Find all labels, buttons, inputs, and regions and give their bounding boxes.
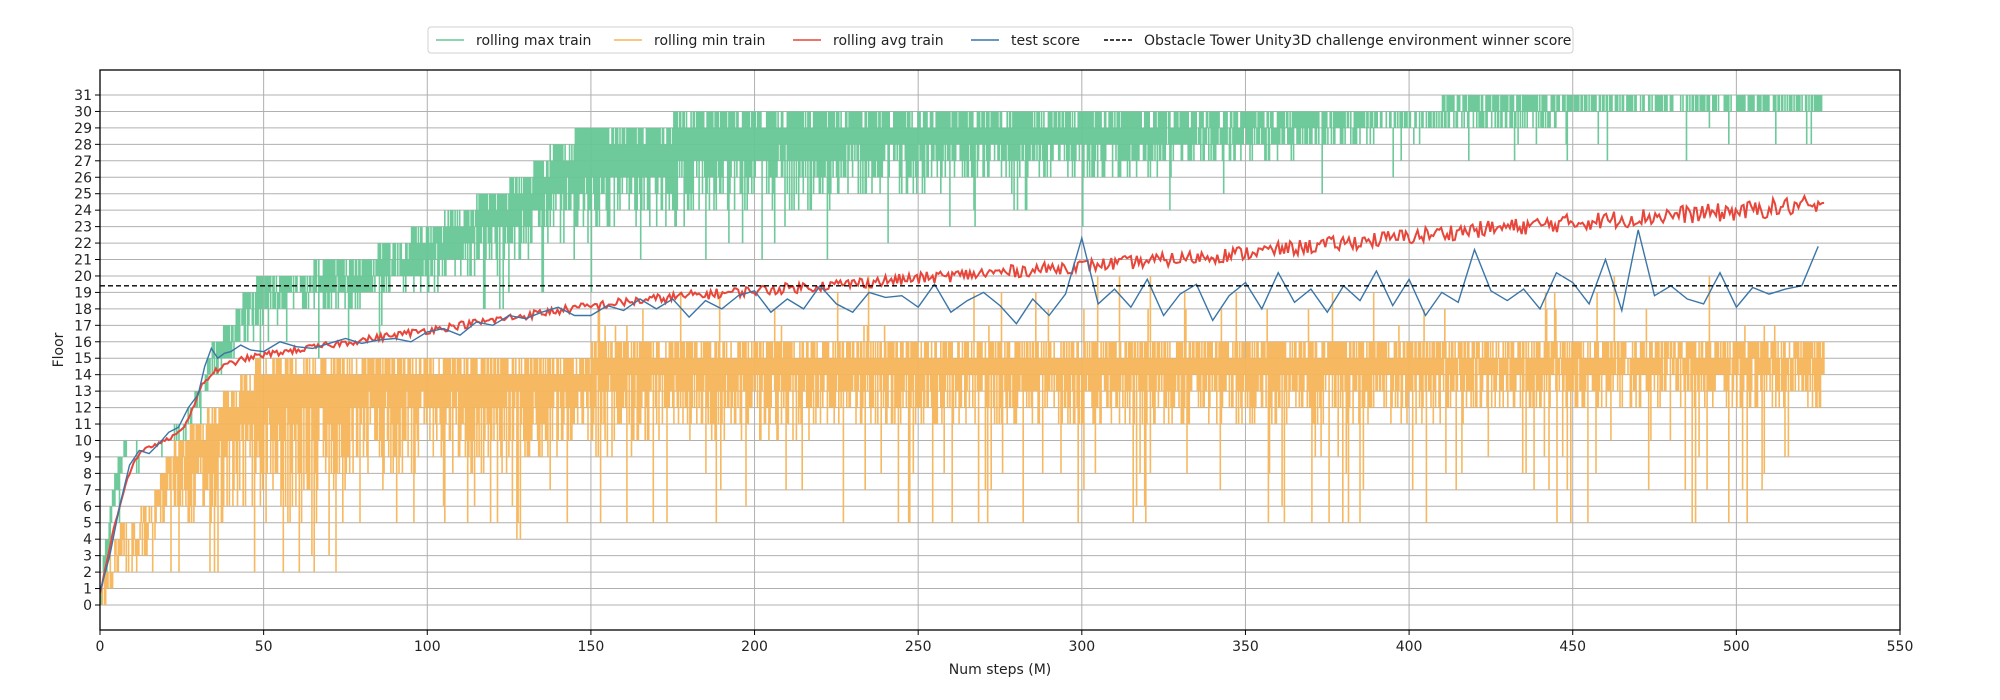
plot-frame [99, 69, 1901, 631]
y-tick-label: 3 [83, 549, 92, 565]
y-tick-label: 7 [83, 483, 92, 499]
series-rolling-avg-train [100, 193, 1825, 594]
x-axis-title: Num steps (M) [949, 662, 1051, 678]
y-tick-label: 0 [83, 598, 92, 614]
y-tick-label: 19 [74, 285, 92, 301]
legend-item: rolling avg train [793, 33, 944, 49]
y-tick-label: 11 [74, 417, 92, 433]
legend: rolling max train rolling min train rollin… [427, 26, 1574, 54]
legend-label: Obstacle Tower Unity3D challenge environ… [1144, 33, 1571, 49]
legend-label: rolling avg train [833, 33, 944, 49]
band-mark [101, 276, 1825, 605]
y-tick-label: 25 [74, 187, 92, 203]
y-tick-label: 12 [74, 401, 92, 417]
y-tick-label: 6 [83, 499, 92, 515]
y-tick-label: 5 [83, 516, 92, 532]
x-tick-label: 400 [1396, 639, 1423, 655]
y-tick-label: 31 [74, 88, 92, 104]
y-tick-label: 24 [74, 203, 92, 219]
y-tick-label: 23 [74, 220, 92, 236]
series-rolling-max-train [100, 95, 1823, 605]
y-tick-label: 30 [74, 104, 92, 120]
y-tick-label: 1 [83, 582, 92, 598]
y-tick-label: 15 [74, 351, 92, 367]
y-tick-label: 27 [74, 154, 92, 170]
y-tick-label: 2 [83, 565, 92, 581]
x-tick-label: 250 [905, 639, 932, 655]
x-tick-label: 50 [255, 639, 273, 655]
y-tick-label: 22 [74, 236, 92, 252]
x-tick-label: 550 [1887, 639, 1914, 655]
y-tick-label: 21 [74, 253, 92, 269]
x-tick-label: 350 [1232, 639, 1259, 655]
legend-label: rolling min train [654, 33, 765, 49]
y-tick-label: 9 [83, 450, 92, 466]
y-tick-label: 10 [74, 433, 92, 449]
y-tick-label: 18 [74, 302, 92, 318]
series-layer [100, 95, 1900, 605]
x-tick-label: 150 [578, 639, 605, 655]
legend-label: rolling max train [476, 33, 591, 49]
x-tick-label: 100 [414, 639, 441, 655]
y-tick-label: 17 [74, 318, 92, 334]
y-tick-label: 4 [83, 532, 92, 548]
legend-item: test score [971, 33, 1080, 49]
y-tick-label: 13 [74, 384, 92, 400]
x-tick-label: 450 [1559, 639, 1586, 655]
x-axis: 0 50 100 150 200 250 300 350 400 450 500 550 [96, 630, 1914, 655]
series-test-score [100, 229, 1819, 592]
x-tick-label: 500 [1723, 639, 1750, 655]
y-tick-label: 8 [83, 466, 92, 482]
y-tick-label: 16 [74, 335, 92, 351]
x-tick-label: 300 [1068, 639, 1095, 655]
y-tick-label: 28 [74, 137, 92, 153]
legend-item: rolling min train [614, 33, 765, 49]
y-tick-label: 20 [74, 269, 92, 285]
y-axis-title: Floor [51, 332, 67, 367]
legend-label: test score [1011, 33, 1080, 49]
y-axis: 0123456789101112131415161718192021222324… [74, 88, 100, 614]
legend-item: rolling max train [436, 33, 591, 49]
x-tick-label: 200 [741, 639, 768, 655]
line-mark [100, 193, 1825, 594]
y-tick-label: 26 [74, 170, 92, 186]
y-tick-label: 14 [74, 368, 92, 384]
x-tick-label: 0 [96, 639, 105, 655]
series-rolling-min-train [101, 276, 1825, 605]
legend-box [427, 26, 1574, 54]
y-tick-label: 29 [74, 121, 92, 137]
legend-item: Obstacle Tower Unity3D challenge environ… [1104, 33, 1571, 49]
band-mark [100, 95, 1823, 605]
line-mark [100, 229, 1819, 592]
